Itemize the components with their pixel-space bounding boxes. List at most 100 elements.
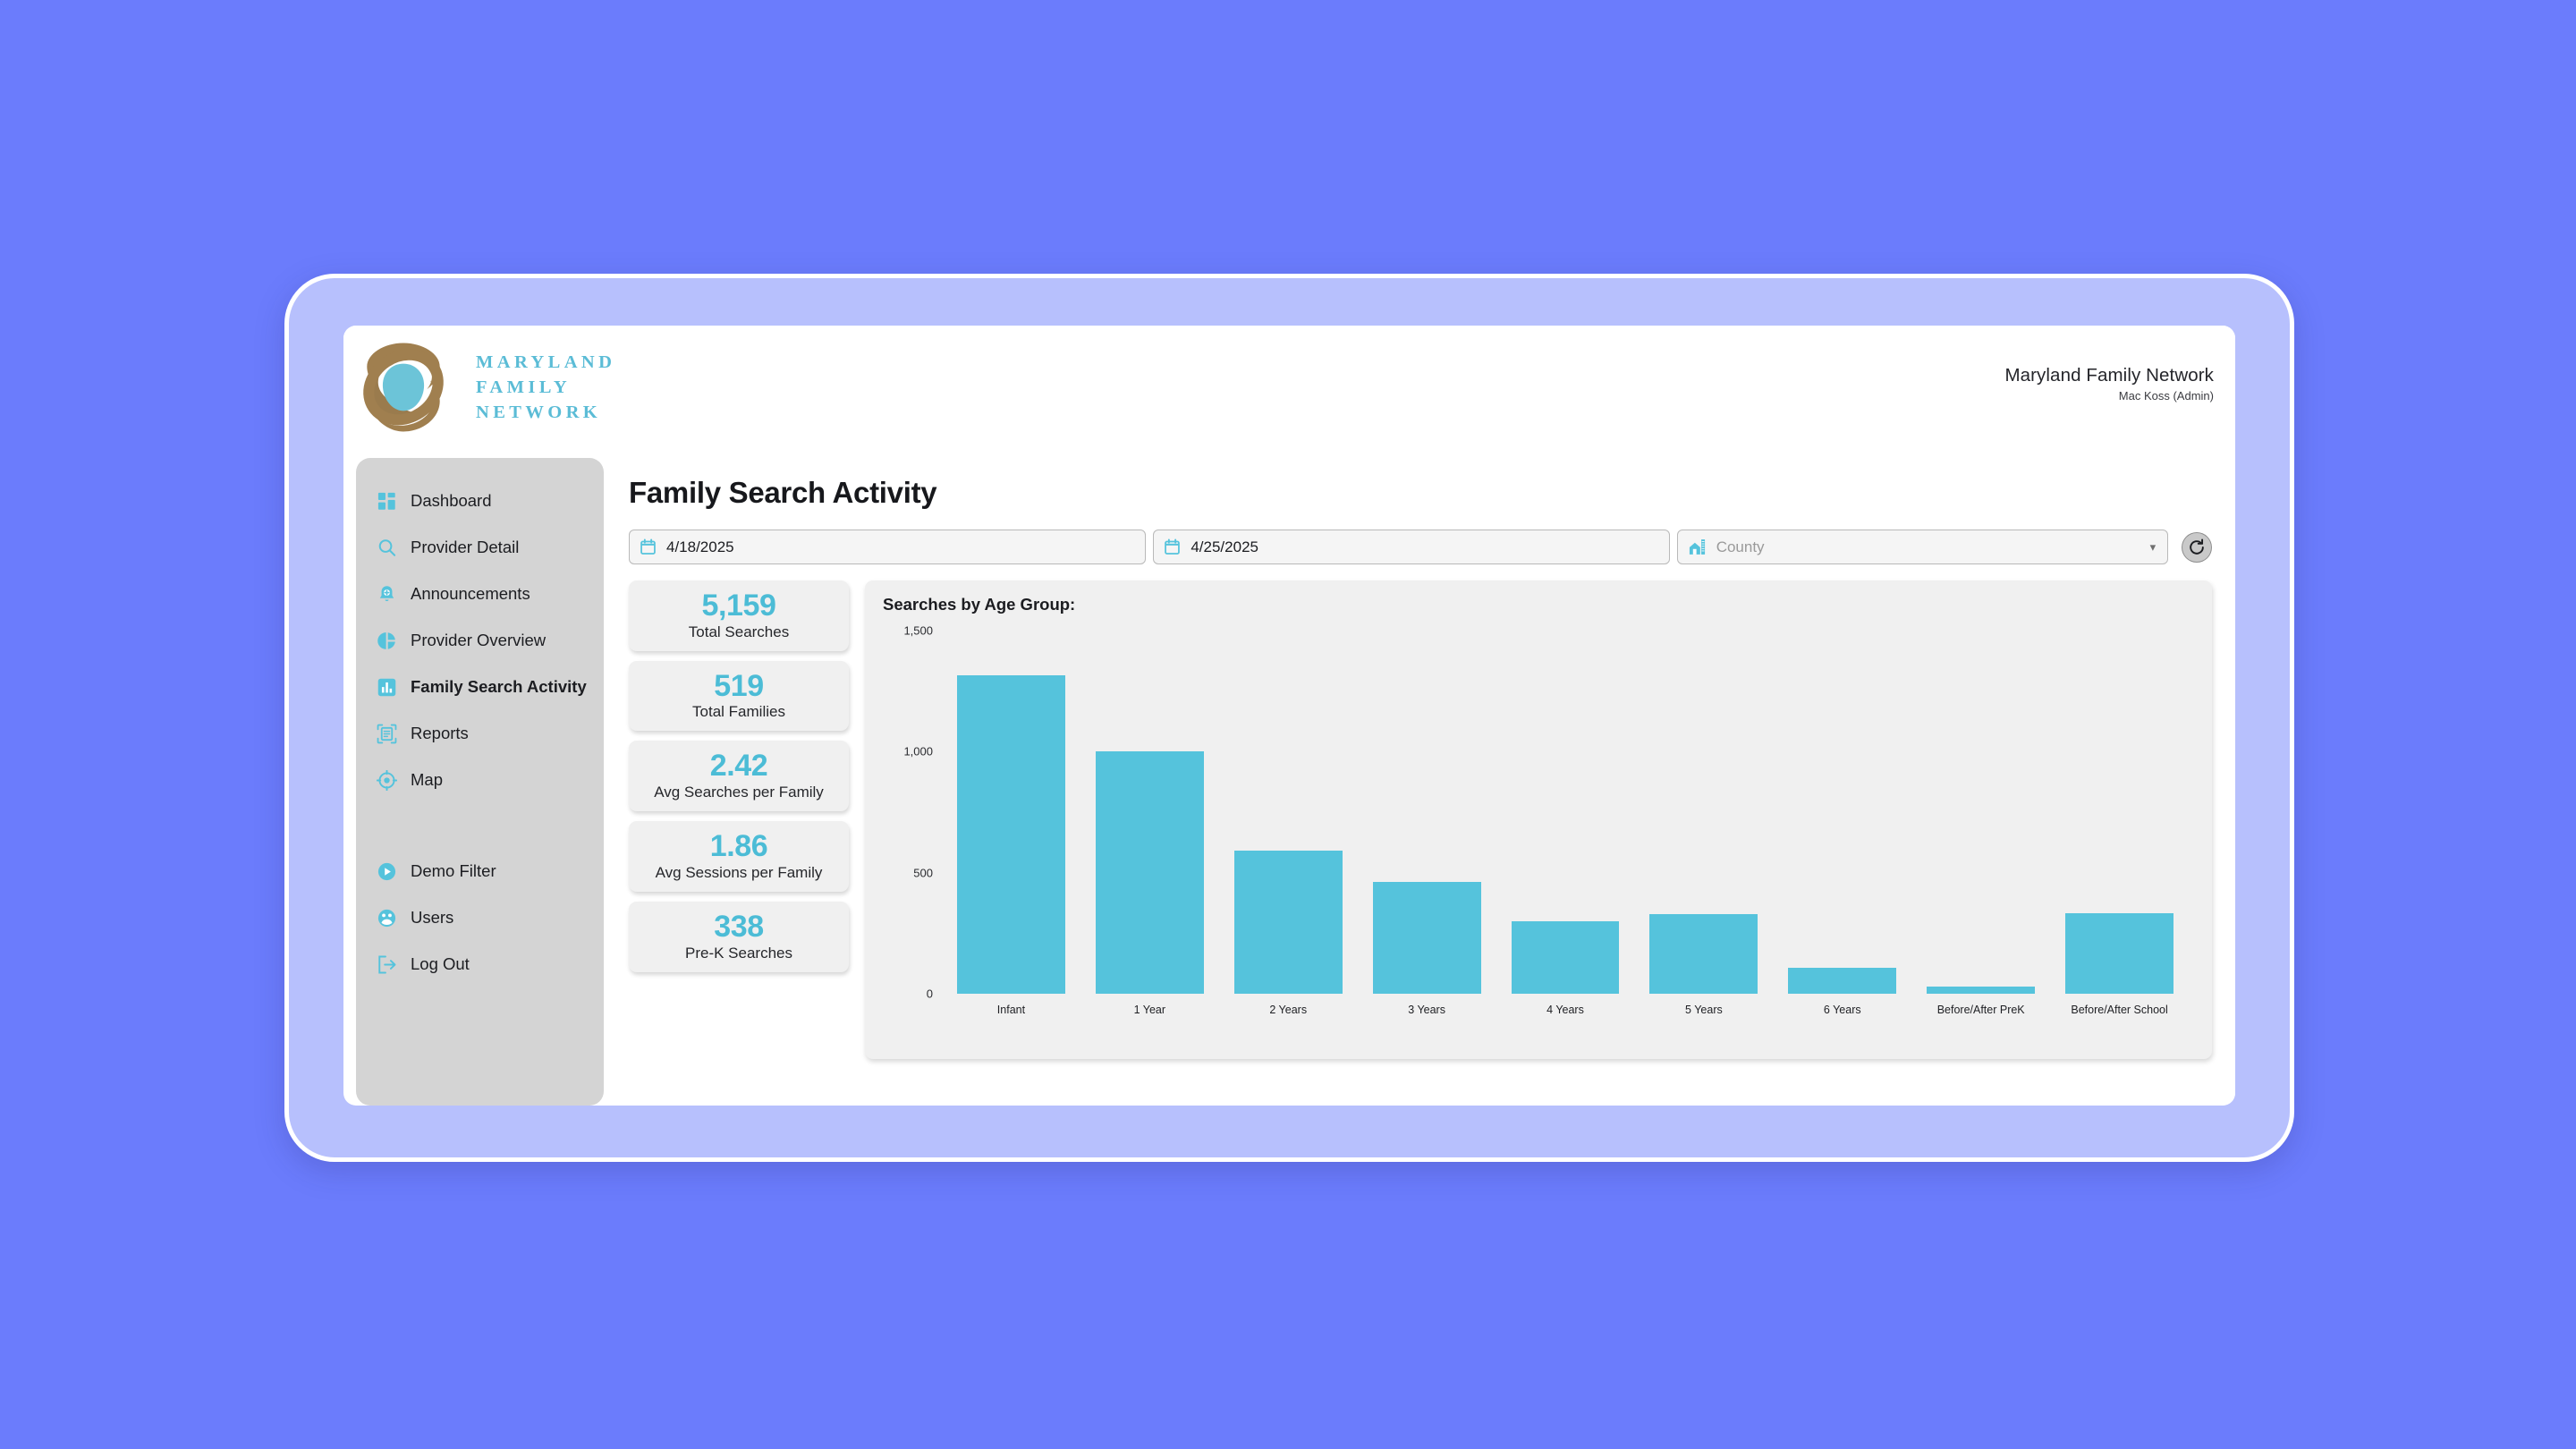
users-circle-icon <box>377 909 396 927</box>
date-to-value: 4/25/2025 <box>1191 538 1258 555</box>
sidebar-item-provider-overview[interactable]: Provider Overview <box>356 617 604 664</box>
stat-card-total-families[interactable]: 519 Total Families <box>629 660 849 732</box>
refresh-button[interactable] <box>2182 531 2212 563</box>
account-user-name: Mac Koss (Admin) <box>2118 389 2214 402</box>
sidebar-item-provider-detail[interactable]: Provider Detail <box>356 524 604 571</box>
pie-chart-icon <box>377 631 395 649</box>
logout-icon <box>378 955 396 973</box>
chart-title: Searches by Age Group: <box>883 595 1076 614</box>
stat-card-list: 5,159 Total Searches 519 Total Families … <box>629 580 849 1059</box>
chart-y-tick: 500 <box>913 866 933 880</box>
sidebar-item-label: Users <box>411 908 454 927</box>
chart-bars: Infant 1 Year 2 Years 3 Years 4 Years 5 Years… <box>942 631 2189 1016</box>
account-info: Maryland Family Network Mac Koss (Admin) <box>2004 365 2214 402</box>
stat-card-total-searches[interactable]: 5,159 Total Searches <box>629 580 849 651</box>
sidebar-item-label: Demo Filter <box>411 861 496 880</box>
stat-label: Pre-K Searches <box>685 944 792 962</box>
chart-x-tick-label: Infant <box>996 1004 1026 1016</box>
app-header: MARYLAND FAMILY NETWORK Maryland Family … <box>343 326 2235 458</box>
chart-bar[interactable] <box>1233 851 1343 994</box>
building-county-icon <box>1689 539 1705 555</box>
chart-bar[interactable] <box>1927 986 2036 994</box>
grid-dashboard-icon <box>377 492 395 510</box>
chart-bar[interactable] <box>2065 912 2174 994</box>
chart-plot-area: 0 500 1,000 1,500 Infant 1 Year 2 Years 3 Year… <box>885 624 2189 1024</box>
sidebar-item-dashboard[interactable]: Dashboard <box>356 478 604 524</box>
stat-label: Avg Sessions per Family <box>655 863 823 881</box>
calendar-icon <box>1165 538 1181 555</box>
page-title: Family Search Activity <box>629 476 937 509</box>
date-from-input[interactable]: 4/18/2025 <box>629 530 1147 564</box>
brand-line-2: FAMILY <box>476 377 572 397</box>
sidebar-item-label: Announcements <box>411 584 530 603</box>
chart-y-tick: 1,500 <box>903 623 933 638</box>
chart-bar-slot: 3 Years <box>1358 631 1496 1016</box>
main-content: Family Search Activity 4/18/2025 4/25/20… <box>604 458 2235 1106</box>
chart-x-tick-label: 6 Years <box>1823 1004 1861 1016</box>
sidebar-item-reports[interactable]: Reports <box>356 710 604 757</box>
calendar-icon <box>640 538 656 555</box>
chart-x-tick-label: 5 Years <box>1685 1004 1723 1016</box>
chart-x-tick-label: 1 Year <box>1133 1004 1166 1016</box>
account-org-name: Maryland Family Network <box>2004 365 2214 386</box>
chart-x-tick-label: 2 Years <box>1269 1004 1308 1016</box>
searches-by-age-group-chart: Searches by Age Group: 0 500 1,000 1,500 In… <box>865 580 2212 1059</box>
stat-label: Total Searches <box>688 623 790 640</box>
chart-x-tick-label: 4 Years <box>1546 1004 1584 1016</box>
sidebar-item-label: Family Search Activity <box>411 677 587 696</box>
chart-x-tick-label: Before/After PreK <box>1936 1004 2025 1016</box>
dashboard-body: 5,159 Total Searches 519 Total Families … <box>629 580 2212 1059</box>
maryland-family-network-logo-icon <box>363 343 444 432</box>
sidebar-item-label: Map <box>411 770 443 789</box>
app-window: MARYLAND FAMILY NETWORK Maryland Family … <box>343 326 2235 1106</box>
sidebar-item-label: Dashboard <box>411 491 492 510</box>
stat-value: 1.86 <box>709 829 768 864</box>
sidebar-item-map[interactable]: Map <box>356 757 604 803</box>
sidebar: Dashboard Provider Detail Announcements <box>356 458 604 1106</box>
chevron-down-icon: ▾ <box>2149 539 2157 554</box>
stat-label: Avg Searches per Family <box>654 784 824 801</box>
chart-bar-slot: Before/After School <box>2050 631 2189 1016</box>
date-to-input[interactable]: 4/25/2025 <box>1153 530 1670 564</box>
search-icon <box>378 538 396 556</box>
county-select[interactable]: County ▾ <box>1676 530 2169 564</box>
chart-bar[interactable] <box>957 675 1065 994</box>
filter-toolbar: 4/18/2025 4/25/2025 County ▾ <box>629 530 2212 564</box>
stat-card-avg-searches-per-family[interactable]: 2.42 Avg Searches per Family <box>629 741 849 812</box>
chart-bar-slot: 2 Years <box>1219 631 1358 1016</box>
refresh-icon <box>2190 538 2204 555</box>
brand-wordmark: MARYLAND FAMILY NETWORK <box>476 352 615 423</box>
date-from-value: 4/18/2025 <box>666 538 734 555</box>
chart-bar-slot: 5 Years <box>1634 631 1773 1016</box>
stat-card-avg-sessions-per-family[interactable]: 1.86 Avg Sessions per Family <box>629 821 849 892</box>
bell-plus-icon <box>379 585 394 601</box>
sidebar-item-demo-filter[interactable]: Demo Filter <box>356 848 604 894</box>
sidebar-item-label: Provider Overview <box>411 631 547 649</box>
sidebar-divider-gap <box>356 803 604 848</box>
target-location-icon <box>377 769 397 791</box>
sidebar-item-label: Reports <box>411 724 469 742</box>
county-placeholder: County <box>1716 538 1765 555</box>
sidebar-item-users[interactable]: Users <box>356 894 604 941</box>
stat-card-prek-searches[interactable]: 338 Pre-K Searches <box>629 901 849 972</box>
bar-chart-icon <box>377 678 396 696</box>
stat-value: 519 <box>714 668 764 703</box>
chart-bar[interactable] <box>1649 914 1758 994</box>
chart-y-axis: 0 500 1,000 1,500 <box>885 624 940 1001</box>
sidebar-item-label: Provider Detail <box>411 538 520 556</box>
chart-bar-slot: Before/After PreK <box>1911 631 2050 1016</box>
chart-bar[interactable] <box>1372 881 1481 994</box>
chart-bar-slot: 1 Year <box>1080 631 1219 1016</box>
chart-y-tick: 0 <box>926 987 933 1001</box>
chart-bar[interactable] <box>1788 968 1897 994</box>
chart-bar[interactable] <box>1095 750 1204 994</box>
sidebar-item-family-search-activity[interactable]: Family Search Activity <box>356 664 604 710</box>
play-circle-icon <box>377 862 396 880</box>
stat-value: 338 <box>714 909 764 944</box>
stat-label: Total Families <box>692 703 785 721</box>
sidebar-item-log-out[interactable]: Log Out <box>356 941 604 987</box>
sidebar-item-announcements[interactable]: Announcements <box>356 571 604 617</box>
chart-bar[interactable] <box>1511 921 1620 994</box>
chart-x-tick-label: Before/After School <box>2071 1004 2168 1016</box>
chart-y-tick: 1,000 <box>903 744 933 758</box>
